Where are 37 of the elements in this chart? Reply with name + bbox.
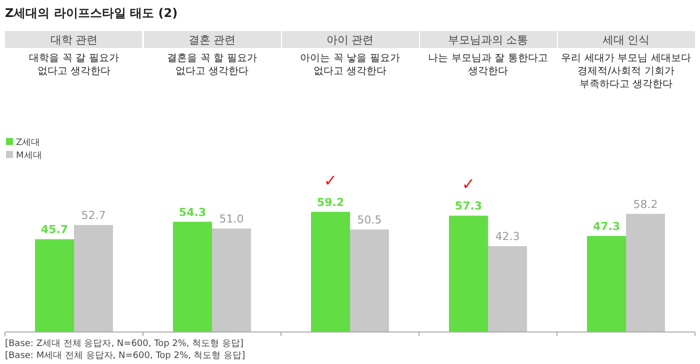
bar [212,228,251,332]
legend-label: M세대 [16,151,42,161]
legend-label: Z세대 [16,138,40,148]
data-label: 52.7 [81,209,106,222]
x-tick-label: 대학 관련 [50,34,98,46]
text: 대학을 꼭 갈 필요가 없다고 생각한다 [29,53,119,77]
bar [449,216,488,332]
x-tick-label: 세대 인식 [602,34,650,46]
check-icon: ✓ [462,174,476,194]
text: 아이는 꼭 낳을 필요가 없다고 생각한다 [300,53,400,77]
data-label: 57.3 [454,200,482,213]
bar [173,222,212,332]
text: 나는 부모님과 잘 통한다고 생각한다 [428,53,548,77]
x-tick-label: 부모님과의 소통 [448,34,528,46]
data-label: 54.3 [178,206,206,219]
bar [488,246,527,332]
text: [Base: M세대 전체 응답자, N=600, Top 2%, 척도형 응답] [5,351,246,361]
check-icon: ✓ [324,170,338,190]
bar [35,239,74,332]
data-label: 45.7 [40,223,68,236]
data-label: 51.0 [219,212,244,226]
chart-title: Z세대의 라이프스타일 태도 (2) [5,6,178,20]
data-label: 42.3 [495,230,520,244]
bar [587,236,626,332]
data-label: 59.2 [316,196,344,209]
x-tick-label: 아이 관련 [326,34,374,46]
data-label: 47.3 [592,220,620,233]
text: 결혼을 꼭 할 필요가 없다고 생각한다 [167,53,257,77]
data-label: 50.5 [357,213,382,226]
data-label: 58.2 [633,198,658,211]
text: 우리 세대가 부모님 세대보다 경제적/사회적 기회가 부족하다고 생각한다 [561,53,691,90]
bar [350,229,389,332]
text: [Base: Z세대 전체 응답자, N=600, Top 2%, 척도형 응답] [5,339,244,349]
bar [311,212,350,332]
x-tick-label: 결혼 관련 [188,34,236,46]
bar [74,225,113,332]
bar [626,214,665,332]
